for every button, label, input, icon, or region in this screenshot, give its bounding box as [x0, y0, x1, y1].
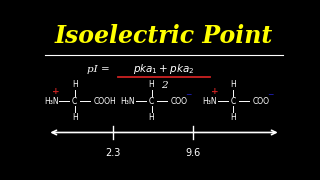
Text: H: H [72, 80, 77, 89]
Text: H: H [231, 80, 236, 89]
Text: H: H [231, 113, 236, 122]
Text: COO: COO [171, 97, 188, 106]
Text: Isoelectric Point: Isoelectric Point [55, 24, 273, 48]
Text: C: C [72, 97, 77, 106]
Text: −: − [186, 90, 192, 99]
Text: 2.3: 2.3 [106, 148, 121, 158]
Text: H: H [149, 80, 155, 89]
Text: H: H [72, 113, 77, 122]
Text: +: + [211, 87, 218, 96]
Text: pI =: pI = [87, 65, 113, 74]
Text: H: H [149, 113, 155, 122]
Text: H₃N: H₃N [121, 97, 135, 106]
Text: C: C [149, 97, 154, 106]
Text: COO: COO [253, 97, 270, 106]
Text: 2: 2 [161, 81, 167, 90]
Text: +: + [52, 87, 60, 96]
Text: C: C [231, 97, 236, 106]
Text: H₃N: H₃N [44, 97, 59, 106]
Text: H₃N: H₃N [203, 97, 217, 106]
Text: −: − [268, 90, 274, 99]
Text: COOH: COOH [94, 97, 116, 106]
Text: 9.6: 9.6 [185, 148, 200, 158]
Text: $pka_1 + pka_2$: $pka_1 + pka_2$ [133, 62, 195, 76]
